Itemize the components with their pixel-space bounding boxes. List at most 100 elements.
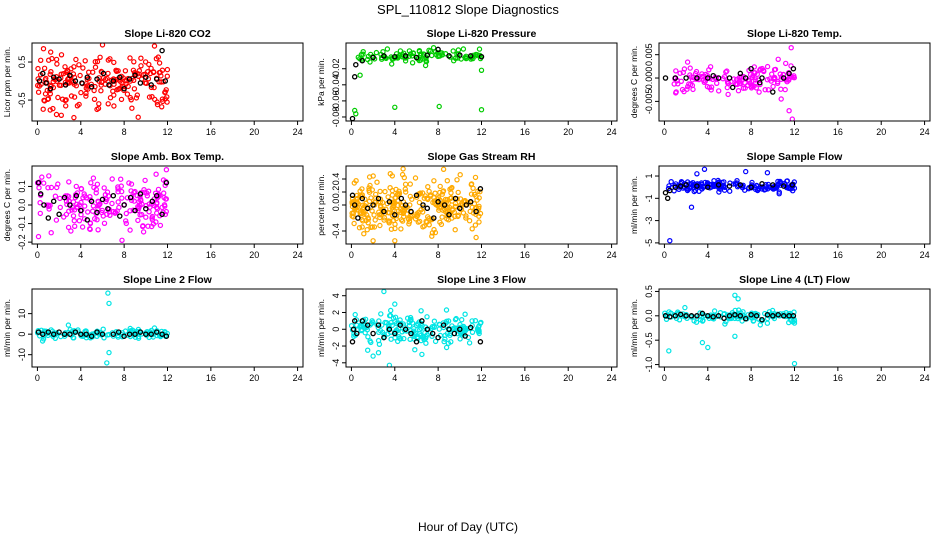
outlier-point	[732, 292, 738, 298]
data-point	[156, 60, 163, 66]
data-point	[157, 222, 164, 229]
outlier-point	[419, 351, 425, 358]
data-point	[52, 193, 59, 199]
data-point	[462, 311, 468, 317]
hourly-point	[84, 74, 91, 80]
y-tick-label: 1	[644, 174, 654, 179]
y-tick-label: -0.5	[17, 92, 27, 108]
data-point	[724, 84, 731, 91]
data-point	[749, 82, 755, 89]
hourly-point	[435, 334, 441, 341]
data-point	[412, 347, 418, 353]
outlier-point	[764, 169, 771, 176]
data-point	[123, 210, 130, 217]
data-point	[100, 213, 107, 219]
hourly-point	[413, 192, 420, 199]
hourly-point	[67, 202, 73, 208]
data-point	[435, 53, 441, 60]
hourly-point	[780, 75, 787, 81]
data-point	[382, 188, 388, 195]
data-point	[786, 185, 793, 192]
data-point	[765, 87, 772, 93]
hourly-point	[759, 181, 765, 187]
data-point	[126, 180, 132, 186]
x-tick-label: 20	[249, 250, 259, 260]
data-point	[137, 193, 143, 200]
x-tick-label: 0	[349, 373, 354, 383]
data-point	[64, 68, 71, 75]
data-point	[113, 68, 120, 75]
data-point	[86, 226, 93, 232]
data-point	[398, 226, 404, 232]
outlier-point	[106, 349, 112, 356]
hourly-point	[742, 315, 749, 322]
data-point	[668, 178, 674, 185]
outlier-point	[39, 174, 45, 180]
hourly-point	[43, 80, 49, 86]
y-axis-label: ml/min per min.	[2, 299, 12, 357]
data-point	[431, 318, 438, 324]
hourly-point	[431, 215, 437, 221]
data-point	[381, 217, 387, 223]
data-point	[362, 196, 368, 202]
hourly-point	[45, 329, 52, 335]
data-point	[389, 322, 395, 329]
hourly-point	[137, 329, 144, 335]
data-points	[349, 166, 484, 244]
x-axis-label: Hour of Day (UTC)	[418, 520, 518, 534]
panel-title: Slope Sample Flow	[747, 151, 844, 163]
data-point	[372, 217, 378, 223]
data-point	[35, 82, 41, 89]
data-point	[418, 207, 424, 213]
y-tick-label: -0.5	[644, 332, 654, 348]
hourly-point	[72, 329, 79, 335]
x-tick-label: 0	[662, 250, 667, 260]
y-axis-label: ml/min per min.	[316, 299, 326, 357]
data-point	[37, 210, 44, 217]
data-point	[70, 213, 77, 219]
data-point	[454, 331, 461, 337]
data-point	[725, 80, 731, 86]
panel-title: Slope Gas Stream RH	[428, 151, 536, 163]
data-point	[373, 191, 379, 198]
panel-3: Slope Li-820 Temp. degrees C per min. 0 4 8 1…	[629, 28, 931, 137]
y-tick-label: -5	[644, 239, 654, 247]
hourly-point	[424, 326, 431, 333]
hourly-point	[413, 339, 420, 345]
hourly-point	[672, 313, 679, 319]
outlier-point	[789, 116, 795, 121]
hourly-point	[715, 313, 722, 319]
hourly-point	[662, 75, 669, 81]
data-point	[449, 206, 456, 212]
data-point	[412, 175, 419, 181]
data-point	[746, 78, 753, 84]
hourly-point	[351, 74, 358, 80]
data-point	[84, 209, 91, 215]
data-point	[151, 325, 158, 331]
data-point	[432, 190, 438, 196]
data-point	[164, 94, 170, 100]
data-point	[153, 171, 159, 177]
data-point	[59, 96, 66, 102]
x-tick-label: 24	[293, 250, 303, 260]
data-point	[74, 190, 81, 196]
data-point	[155, 186, 162, 193]
data-point	[79, 224, 86, 230]
data-point	[100, 326, 106, 332]
data-point	[374, 179, 380, 185]
outlier-point	[353, 111, 359, 117]
panel-8: Slope Line 3 Flow ml/min per min. 0 4 8 12 16 2…	[316, 274, 618, 383]
data-point	[148, 65, 154, 72]
hourly-point	[742, 75, 749, 81]
data-point	[421, 223, 427, 229]
data-point	[424, 314, 430, 320]
hourly-point	[132, 207, 138, 214]
data-point	[432, 338, 439, 345]
hourly-point	[677, 183, 684, 189]
outlier-point	[478, 106, 485, 113]
x-tick-label: 0	[35, 250, 40, 260]
outlier-point	[151, 43, 158, 49]
data-point	[685, 83, 691, 90]
x-tick-label: 20	[249, 127, 259, 137]
